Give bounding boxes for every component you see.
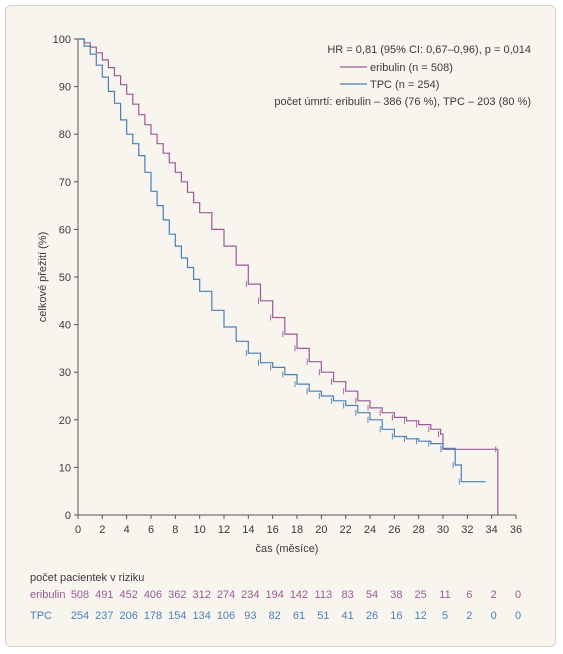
- risk-cell: 82: [269, 610, 281, 622]
- x-axis-label: čas (měsíce): [256, 543, 319, 555]
- legend-label-eribulin: eribulin (n = 508): [370, 62, 453, 74]
- x-tick-label: 22: [340, 524, 352, 536]
- risk-cell: 41: [342, 610, 354, 622]
- x-tick-label: 6: [148, 524, 154, 536]
- risk-cell: 508: [71, 589, 89, 601]
- x-tick-label: 26: [388, 524, 400, 536]
- risk-cell: 237: [95, 610, 113, 622]
- series-line-tpc: [78, 38, 486, 483]
- y-tick-label: 30: [59, 367, 71, 379]
- chart-panel: [5, 5, 556, 647]
- x-tick-label: 28: [413, 524, 425, 536]
- y-axis-label: celkové přežití (%): [37, 232, 49, 322]
- x-tick-label: 8: [172, 524, 178, 536]
- risk-table-title: počet pacientek v riziku: [30, 572, 144, 584]
- risk-cell: 234: [241, 589, 259, 601]
- x-tick-label: 20: [315, 524, 327, 536]
- y-tick-label: 20: [59, 415, 71, 427]
- risk-cell: 406: [144, 589, 162, 601]
- risk-row-label-tpc: TPC: [30, 610, 52, 622]
- legend-label-tpc: TPC (n = 254): [370, 79, 439, 91]
- y-tick-label: 10: [59, 462, 71, 474]
- x-tick-label: 2: [99, 524, 105, 536]
- risk-row-label-eribulin: eribulin: [30, 589, 65, 601]
- risk-cell: 2: [491, 589, 497, 601]
- risk-cell: 6: [466, 589, 472, 601]
- risk-cell: 12: [415, 610, 427, 622]
- risk-cell: 2: [466, 610, 472, 622]
- x-tick-label: 4: [124, 524, 130, 536]
- y-tick-label: 100: [53, 34, 71, 46]
- y-tick-label: 90: [59, 82, 71, 94]
- y-tick-label: 50: [59, 272, 71, 284]
- risk-cell: 106: [217, 610, 235, 622]
- x-tick-label: 16: [267, 524, 279, 536]
- risk-cell: 491: [95, 589, 113, 601]
- risk-cell: 61: [293, 610, 305, 622]
- y-tick-label: 0: [65, 510, 71, 522]
- risk-cell: 51: [317, 610, 329, 622]
- risk-cell: 83: [342, 589, 354, 601]
- deaths-annotation: počet úmrtí: eribulin – 386 (76 %), TPC …: [274, 96, 531, 108]
- risk-cell: 11: [439, 589, 450, 601]
- x-tick-label: 32: [461, 524, 473, 536]
- hr-annotation: HR = 0,81 (95% CI: 0,67–0,96), p = 0,014: [327, 44, 531, 56]
- risk-cell: 26: [366, 610, 378, 622]
- x-tick-label: 0: [75, 524, 81, 536]
- risk-cell: 0: [515, 589, 521, 601]
- risk-cell: 93: [244, 610, 256, 622]
- x-tick-label: 12: [218, 524, 230, 536]
- risk-cell: 274: [217, 589, 235, 601]
- risk-cell: 254: [71, 610, 89, 622]
- risk-cell: 113: [315, 589, 333, 601]
- risk-cell: 38: [390, 589, 402, 601]
- risk-cell: 25: [415, 589, 427, 601]
- series-line-eribulin: [78, 38, 499, 515]
- risk-cell: 142: [290, 589, 308, 601]
- risk-cell: 154: [168, 610, 186, 622]
- y-tick-label: 60: [59, 224, 71, 236]
- risk-cell: 194: [265, 589, 283, 601]
- risk-cell: 178: [144, 610, 162, 622]
- x-tick-label: 10: [194, 524, 206, 536]
- x-tick-label: 36: [510, 524, 522, 536]
- x-tick-label: 14: [242, 524, 254, 536]
- risk-cell: 5: [442, 610, 448, 622]
- x-tick-label: 34: [486, 524, 498, 536]
- risk-cell: 362: [168, 589, 186, 601]
- risk-cell: 54: [366, 589, 378, 601]
- x-tick-label: 18: [291, 524, 303, 536]
- risk-cell: 0: [515, 610, 521, 622]
- x-tick-label: 24: [364, 524, 376, 536]
- y-tick-label: 70: [59, 177, 71, 189]
- y-tick-label: 40: [59, 320, 71, 332]
- risk-cell: 134: [192, 610, 210, 622]
- risk-cell: 16: [390, 610, 402, 622]
- risk-cell: 206: [119, 610, 137, 622]
- risk-cell: 312: [192, 589, 210, 601]
- y-tick-label: 80: [59, 129, 71, 141]
- risk-cell: 452: [119, 589, 137, 601]
- x-tick-label: 30: [437, 524, 449, 536]
- risk-cell: 0: [491, 610, 497, 622]
